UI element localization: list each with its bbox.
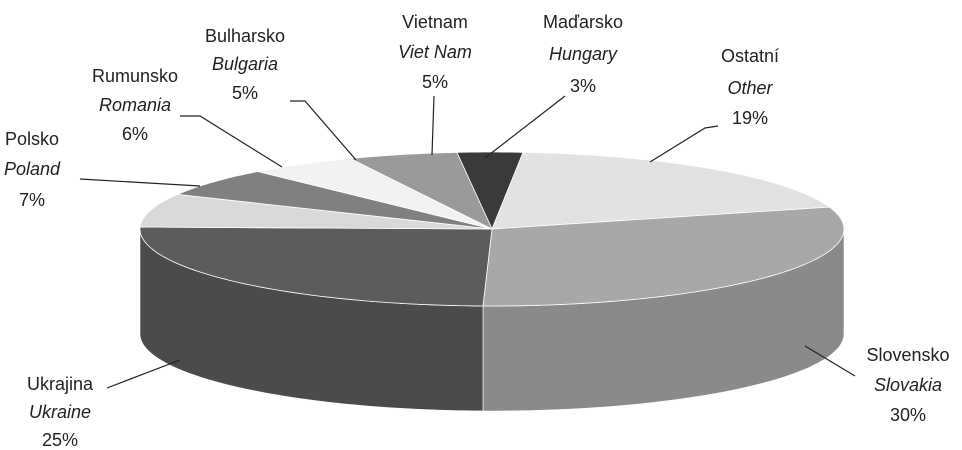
category-label-en: Other [727, 78, 773, 98]
leader-line [180, 115, 283, 168]
pie-slice [491, 151, 831, 230]
category-label: Slovensko [866, 345, 949, 365]
pie-slice [348, 151, 493, 230]
category-label: Maďarsko [543, 12, 623, 32]
category-label-en: Viet Nam [398, 42, 472, 62]
category-label-en: Romania [99, 95, 171, 115]
value-label: 30% [890, 405, 926, 425]
category-label: Rumunsko [92, 66, 178, 86]
category-label-en: Poland [4, 159, 61, 179]
value-label: 5% [422, 72, 448, 92]
pie-slice [139, 194, 493, 230]
category-label: Ostatní [721, 46, 779, 66]
value-label: 5% [232, 83, 258, 103]
category-label: Bulharsko [205, 26, 285, 46]
value-label: 7% [19, 190, 45, 210]
category-label-en: Slovakia [874, 375, 942, 395]
leader-line [79, 178, 201, 187]
pie-slice [456, 151, 524, 231]
pie-slice [257, 158, 493, 230]
category-label: Ukrajina [27, 374, 94, 394]
pie-slice [139, 226, 493, 307]
leader-line [484, 95, 566, 159]
leader-line [290, 100, 357, 161]
pie-slice [175, 171, 493, 230]
pie-slice [482, 206, 845, 307]
leader-line [804, 345, 856, 377]
category-label-en: Hungary [549, 44, 618, 64]
value-label: 19% [732, 108, 768, 128]
category-label-en: Ukraine [29, 402, 91, 422]
value-label: 6% [122, 124, 148, 144]
category-label: Polsko [5, 129, 59, 149]
leader-line [649, 125, 719, 163]
leader-line [431, 95, 435, 156]
leader-line [106, 359, 181, 389]
value-label: 25% [42, 430, 78, 450]
value-label: 3% [570, 76, 596, 96]
category-label: Vietnam [402, 12, 468, 32]
category-label-en: Bulgaria [212, 54, 278, 74]
